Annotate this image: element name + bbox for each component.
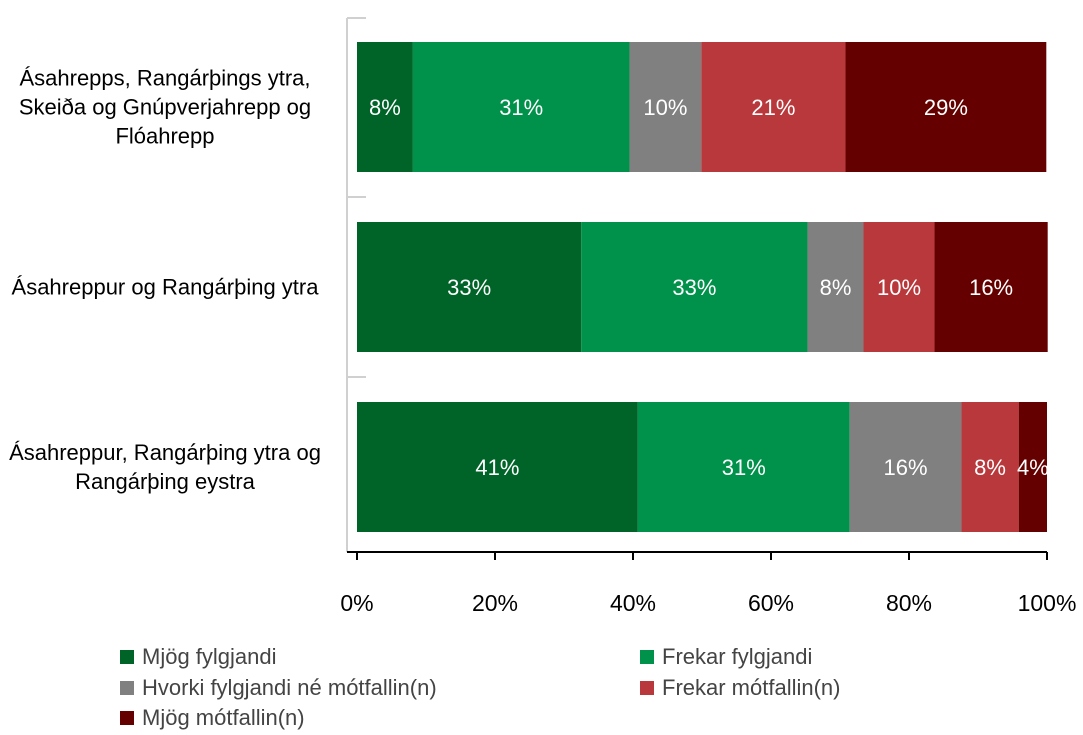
bar-segment xyxy=(845,42,1047,172)
x-tick-label: 80% xyxy=(886,590,932,616)
bar-segment xyxy=(863,222,935,352)
x-tick-label: 0% xyxy=(340,590,373,616)
data-label: 8% xyxy=(974,455,1006,480)
legend-swatch xyxy=(640,681,654,695)
data-label: 41% xyxy=(475,455,519,480)
data-label: 31% xyxy=(722,455,766,480)
bar-segment xyxy=(849,402,962,532)
data-label: 16% xyxy=(969,275,1013,300)
x-tick-label: 40% xyxy=(610,590,656,616)
data-label: 10% xyxy=(643,95,687,120)
legend-swatch xyxy=(120,650,134,664)
data-label: 10% xyxy=(877,275,921,300)
legend-swatch xyxy=(120,681,134,695)
category-label: Ásahreppur og Rangárþing ytra xyxy=(11,274,319,300)
bar-segment xyxy=(701,42,846,172)
data-label: 8% xyxy=(369,95,401,120)
bar-segment xyxy=(1018,402,1047,532)
data-label: 31% xyxy=(499,95,543,120)
x-tick-label: 60% xyxy=(748,590,794,616)
data-label: 29% xyxy=(924,95,968,120)
data-label: 16% xyxy=(884,455,928,480)
bar-segment xyxy=(934,222,1048,352)
legend-label: Frekar fylgjandi xyxy=(662,644,812,669)
legend-label: Frekar mótfallin(n) xyxy=(662,675,840,700)
legend-swatch xyxy=(120,711,134,725)
x-tick-label: 100% xyxy=(1018,590,1077,616)
data-label: 33% xyxy=(447,275,491,300)
bar-segment xyxy=(637,402,850,532)
legend-swatch xyxy=(640,650,654,664)
x-tick-label: 20% xyxy=(472,590,518,616)
category-label: Ásahrepps, Rangárþings ytra, Skeiða og G… xyxy=(18,65,312,149)
legend-label: Hvorki fylgjandi né mótfallin(n) xyxy=(142,675,437,700)
data-label: 4% xyxy=(1017,455,1049,480)
bar-segment xyxy=(412,42,630,172)
category-label: Ásahreppur, Rangárþing ytra og Rangárþin… xyxy=(9,440,321,494)
legend-label: Mjög fylgjandi xyxy=(142,644,277,669)
legend-label: Mjög mótfallin(n) xyxy=(142,705,305,730)
bar-segment xyxy=(357,222,582,352)
bar-segment xyxy=(581,222,808,352)
bar-segment xyxy=(357,402,638,532)
bar-segment xyxy=(807,222,864,352)
bar-segment xyxy=(961,402,1019,532)
bar-segment xyxy=(629,42,702,172)
data-label: 21% xyxy=(751,95,795,120)
data-label: 33% xyxy=(672,275,716,300)
bar-segment xyxy=(357,42,413,172)
data-label: 8% xyxy=(820,275,852,300)
